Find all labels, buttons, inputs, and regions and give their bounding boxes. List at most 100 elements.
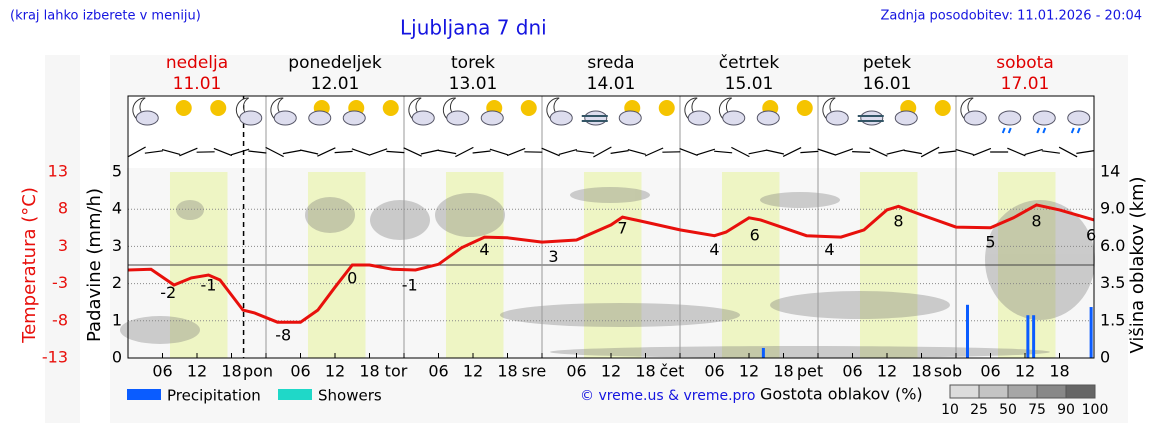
temp-tick-label: -3 bbox=[52, 273, 68, 292]
x-tick-label: tor bbox=[385, 362, 408, 381]
day-date: 14.01 bbox=[587, 74, 636, 94]
x-tick-label: 12 bbox=[877, 362, 897, 381]
weather-icon bbox=[998, 110, 1022, 134]
cloud bbox=[342, 110, 366, 126]
legend-swatch bbox=[127, 389, 161, 400]
cloud bbox=[1067, 110, 1091, 126]
temp-label: 4 bbox=[709, 240, 719, 259]
cloud bbox=[411, 110, 435, 126]
temp-label: 3 bbox=[548, 247, 558, 266]
cloud-legend-title: Gostota oblakov (%) bbox=[760, 385, 923, 404]
wind-barb bbox=[213, 147, 233, 157]
wind-barb bbox=[368, 148, 388, 156]
cloud bbox=[894, 110, 918, 126]
wind-barb bbox=[644, 147, 664, 157]
wind-barb bbox=[869, 147, 888, 157]
precip-bar bbox=[1089, 307, 1093, 358]
temp-label: 7 bbox=[617, 218, 627, 237]
weather-icon bbox=[822, 97, 849, 126]
cloud bbox=[618, 110, 642, 126]
fog bbox=[581, 115, 608, 122]
wind-barb bbox=[455, 146, 474, 158]
rain bbox=[1001, 127, 1012, 134]
legend-label: Showers bbox=[318, 387, 382, 405]
wind-barb bbox=[317, 147, 336, 157]
wind-barb bbox=[351, 148, 371, 156]
cloud bbox=[825, 110, 849, 126]
sun bbox=[934, 100, 951, 116]
weather-icon bbox=[658, 100, 675, 116]
wind-barb bbox=[558, 149, 578, 155]
y-tick-label: 5 bbox=[112, 162, 122, 181]
y-tick-label: 2 bbox=[112, 273, 122, 292]
x-tick-label: 12 bbox=[601, 362, 621, 381]
x-tick-label: 12 bbox=[1015, 362, 1035, 381]
day-name: četrtek bbox=[719, 53, 780, 73]
wind-barb bbox=[472, 150, 491, 154]
cloud-legend-label: 10 bbox=[941, 402, 959, 418]
wind-barb bbox=[438, 149, 457, 155]
cloud-tick-label: 0 bbox=[1100, 348, 1110, 367]
weather-icon bbox=[442, 97, 470, 126]
wind-barb bbox=[1024, 148, 1043, 156]
weather-icon bbox=[796, 100, 813, 116]
sun bbox=[382, 100, 399, 116]
wind-barb bbox=[696, 148, 716, 156]
x-tick-label: 18 bbox=[497, 362, 517, 381]
rain bbox=[1036, 127, 1047, 134]
wind-barb bbox=[679, 148, 698, 156]
weather-icon bbox=[756, 100, 780, 126]
x-tick-label: čet bbox=[660, 362, 685, 381]
wind-barb bbox=[714, 150, 733, 154]
wind-barb bbox=[230, 148, 250, 156]
day-date: 17.01 bbox=[1001, 74, 1050, 94]
sun bbox=[796, 100, 813, 116]
cloud-legend-label: 75 bbox=[1028, 402, 1046, 418]
weather-icon bbox=[520, 100, 537, 116]
cloud bbox=[273, 110, 297, 126]
x-tick-label: 06 bbox=[566, 362, 586, 381]
wind-barb bbox=[886, 149, 905, 155]
weather-icon bbox=[546, 97, 573, 126]
wind-barb bbox=[334, 150, 353, 154]
cloud-legend-label: 90 bbox=[1057, 402, 1075, 418]
wind-barb bbox=[765, 149, 785, 155]
temp-label: -1 bbox=[201, 276, 217, 295]
weather-icon bbox=[1067, 110, 1091, 134]
cloud bbox=[1032, 110, 1056, 126]
cloud bbox=[963, 110, 987, 126]
x-tick-label: 06 bbox=[980, 362, 1000, 381]
cloud bbox=[687, 110, 711, 126]
day-date: 12.01 bbox=[311, 74, 360, 94]
cloud bbox=[308, 110, 332, 126]
x-tick-label: 18 bbox=[221, 362, 241, 381]
precip-bar bbox=[761, 347, 765, 358]
temp-label: 4 bbox=[824, 240, 834, 259]
x-tick-label: 18 bbox=[1049, 362, 1069, 381]
title: Ljubljana 7 dni bbox=[400, 16, 547, 40]
precip-bar bbox=[966, 304, 969, 358]
wind-barb bbox=[782, 147, 802, 157]
icon-row bbox=[127, 96, 1094, 168]
temp-tick-label: 8 bbox=[58, 199, 68, 218]
day-name: nedelja bbox=[166, 53, 228, 73]
x-tick-label: 12 bbox=[463, 362, 483, 381]
cloud bbox=[756, 110, 780, 126]
wind-barb bbox=[1076, 150, 1095, 154]
x-tick-label: 06 bbox=[704, 362, 724, 381]
x-tick-label: 18 bbox=[635, 362, 655, 381]
y-tick-label: 3 bbox=[112, 236, 122, 255]
y-tick-label: 1 bbox=[112, 310, 122, 329]
day-name: petek bbox=[863, 53, 911, 73]
temp-label: 8 bbox=[1031, 211, 1041, 230]
x-tick-label: 06 bbox=[152, 362, 172, 381]
wind-barb bbox=[282, 149, 301, 155]
weather-icon bbox=[894, 100, 918, 126]
cloud bbox=[722, 110, 746, 126]
weather-icon bbox=[210, 100, 227, 116]
wind-barb bbox=[593, 146, 612, 158]
wind-barb bbox=[541, 147, 560, 157]
cloud-tick-label: 9.0 bbox=[1100, 199, 1125, 218]
temp-label: 6 bbox=[1086, 226, 1096, 245]
